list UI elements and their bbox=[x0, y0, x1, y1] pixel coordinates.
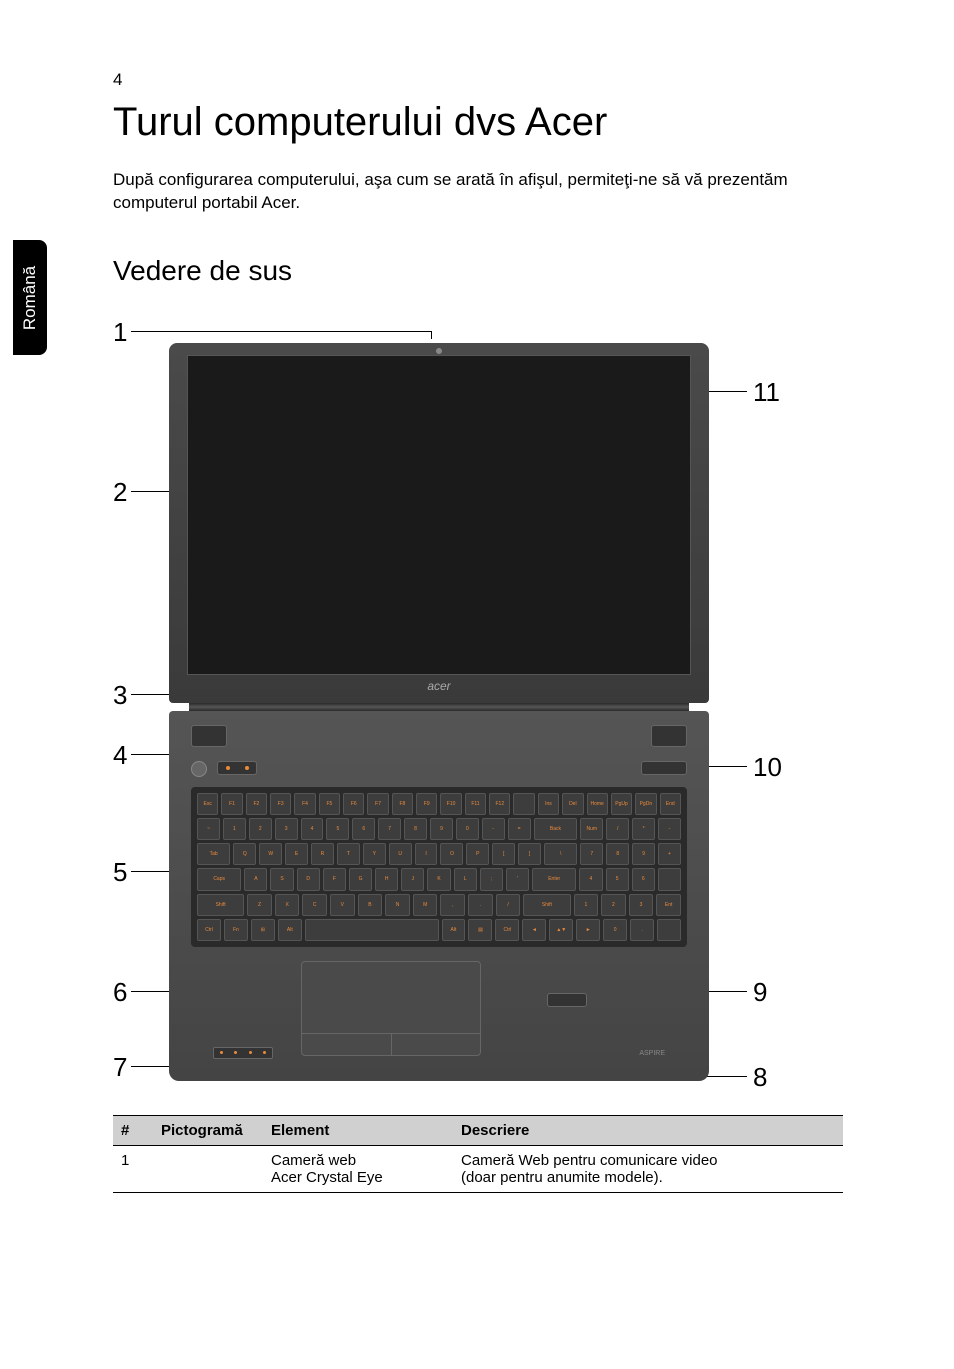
touchpad bbox=[301, 961, 481, 1056]
leader-1 bbox=[131, 331, 431, 332]
hinge bbox=[189, 703, 689, 711]
cell-element: Cameră web Acer Crystal Eye bbox=[263, 1145, 453, 1192]
speaker-left-icon bbox=[191, 725, 227, 747]
callout-3: 3 bbox=[113, 680, 127, 711]
brand-logo: acer bbox=[187, 679, 691, 693]
intro-paragraph: După configurarea computerului, aşa cum … bbox=[113, 169, 843, 215]
keyboard: EscF1F2F3F4F5F6F7F8F9F10F11F12InsDelHome… bbox=[191, 787, 687, 947]
callout-6: 6 bbox=[113, 977, 127, 1008]
screen-bezel: acer bbox=[169, 343, 709, 703]
language-tab: Română bbox=[13, 240, 47, 355]
callout-10: 10 bbox=[753, 752, 782, 783]
page-number: 4 bbox=[113, 70, 122, 90]
speaker-right-icon bbox=[651, 725, 687, 747]
section-heading: Vedere de sus bbox=[113, 255, 843, 287]
callout-1: 1 bbox=[113, 317, 127, 348]
switch-bar bbox=[217, 761, 257, 775]
th-element: Element bbox=[263, 1115, 453, 1145]
components-table: # Pictogramă Element Descriere 1 Cameră … bbox=[113, 1115, 843, 1193]
palm-rest: ASPIRE bbox=[191, 947, 687, 1067]
laptop-diagram: 1 2 3 4 5 6 7 11 10 9 8 bbox=[113, 317, 843, 1097]
callout-9: 9 bbox=[753, 977, 767, 1008]
cell-desc: Cameră Web pentru comunicare video (doar… bbox=[453, 1145, 843, 1192]
cell-icon bbox=[153, 1145, 263, 1192]
callout-2: 2 bbox=[113, 477, 127, 508]
laptop-illustration: acer EscF1F2F3F4F5F6F7F8F9F10F11F12InsDe… bbox=[169, 343, 709, 1081]
model-label: ASPIRE bbox=[639, 1050, 665, 1057]
status-indicators bbox=[213, 1047, 273, 1059]
base-unit: EscF1F2F3F4F5F6F7F8F9F10F11F12InsDelHome… bbox=[169, 711, 709, 1081]
power-button-icon bbox=[191, 761, 207, 777]
display-panel bbox=[187, 355, 691, 675]
callout-4: 4 bbox=[113, 740, 127, 771]
callout-5: 5 bbox=[113, 857, 127, 888]
callout-7: 7 bbox=[113, 1052, 127, 1083]
touchpad-buttons bbox=[302, 1033, 480, 1055]
th-icon: Pictogramă bbox=[153, 1115, 263, 1145]
cell-num: 1 bbox=[113, 1145, 153, 1192]
page-title: Turul computerului dvs Acer bbox=[113, 100, 843, 145]
callout-11: 11 bbox=[753, 377, 780, 408]
table-row: 1 Cameră web Acer Crystal Eye Cameră Web… bbox=[113, 1145, 843, 1192]
fingerprint-reader-icon bbox=[547, 993, 587, 1007]
th-num: # bbox=[113, 1115, 153, 1145]
th-desc: Descriere bbox=[453, 1115, 843, 1145]
webcam-icon bbox=[436, 348, 442, 354]
callout-8: 8 bbox=[753, 1062, 767, 1093]
page-content: Turul computerului dvs Acer După configu… bbox=[113, 100, 843, 1193]
acer-button bbox=[641, 761, 687, 775]
tick-1 bbox=[431, 331, 432, 339]
language-label: Română bbox=[20, 265, 40, 329]
